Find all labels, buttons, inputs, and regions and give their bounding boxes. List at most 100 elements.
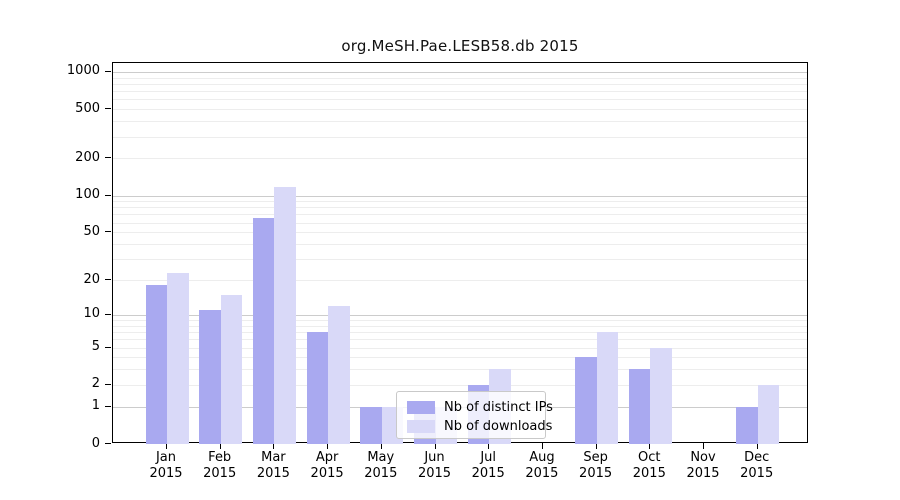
y-tick-mark [105,279,111,280]
x-tick-label-jun: Jun 2015 [405,450,465,482]
legend-label-downloads: Nb of downloads [444,419,553,434]
x-tick-label-mar: Mar 2015 [243,450,303,482]
gridline-minor [113,320,807,321]
bar-downloads-oct [650,347,672,444]
x-tick-label-jan: Jan 2015 [136,450,196,482]
gridline-minor [113,136,807,138]
bar-distinct-ips-apr [306,332,329,444]
y-tick-label: 1 [91,398,100,414]
gridline-minor [113,232,807,234]
bar-downloads-sep [596,332,619,444]
legend-label-distinct-ips: Nb of distinct IPs [444,400,553,415]
x-tick-label-jul: Jul 2015 [458,450,518,482]
bar-distinct-ips-jan [145,285,167,444]
gridline-minor [113,109,807,111]
x-tick-mark [703,443,704,449]
x-tick-year: 2015 [256,466,290,481]
bar-distinct-ips-oct [628,369,651,444]
x-tick-year: 2015 [471,466,505,481]
bar-distinct-ips-dec [736,406,758,444]
x-tick-year: 2015 [310,466,344,481]
gridline-major [113,314,807,316]
bar-downloads-apr [328,305,350,444]
gridline-minor [113,207,807,209]
x-tick-mark [219,443,221,449]
x-tick-label-aug: Aug 2015 [512,450,572,482]
bar-downloads-dec [757,384,780,444]
gridline-minor [113,325,807,327]
gridline-minor [113,280,807,281]
x-tick-mark [166,443,167,449]
gridline-minor [113,347,807,349]
gridline-major [113,71,807,73]
x-tick-mark [541,443,543,449]
legend: Nb of distinct IPs Nb of downloads [396,391,553,439]
bar-downloads-jan [167,272,189,444]
gridline-minor [113,83,807,85]
x-tick-label-nov: Nov 2015 [673,450,733,482]
x-tick-label-may: May 2015 [351,450,411,482]
plot-area: Nb of distinct IPs Nb of downloads [112,62,808,444]
y-tick-label: 10 [83,306,100,322]
x-tick-year: 2015 [740,466,774,481]
x-tick-label-dec: Dec 2015 [727,450,787,482]
bar-distinct-ips-mar [252,218,275,444]
y-tick-label: 500 [75,100,100,116]
y-tick-mark [105,443,111,444]
y-tick-label: 100 [75,187,100,202]
chart-title: org.MeSH.Pae.LESB58.db 2015 [341,37,579,55]
bar-downloads-feb [220,294,243,444]
x-tick-label-oct: Oct 2015 [619,450,679,482]
y-tick-mark [105,346,111,348]
x-tick-mark [273,443,275,449]
bar-distinct-ips-may [360,406,382,444]
y-tick-mark [105,383,111,385]
x-tick-year: 2015 [686,466,720,481]
y-tick-mark [105,405,111,407]
gridline-minor [113,384,807,386]
gridline-major [113,195,807,197]
gridline-minor [113,339,807,341]
y-tick-label: 0 [91,435,100,451]
x-tick-mark [756,443,758,449]
y-tick-label: 200 [75,149,100,165]
y-tick-mark [105,313,111,315]
y-tick-mark [105,231,111,233]
y-tick-label: 50 [83,223,100,239]
gridline-minor [113,121,807,123]
x-tick-mark [595,443,597,449]
x-tick-mark [434,443,436,449]
gridline-minor [113,99,807,101]
x-tick-year: 2015 [149,466,183,481]
x-tick-mark [327,443,329,449]
y-tick-mark [105,70,111,72]
x-tick-mark [649,443,651,449]
x-tick-mark [380,443,382,449]
bar-distinct-ips-feb [199,310,221,444]
y-tick-label: 1000 [66,63,100,79]
x-tick-year: 2015 [203,466,237,481]
y-tick-mark [105,157,111,159]
y-tick-label: 20 [83,271,100,287]
x-tick-year: 2015 [417,466,452,481]
bar-downloads-mar [274,187,296,444]
x-tick-label-apr: Apr 2015 [297,450,357,482]
gridline-minor [113,259,807,261]
legend-row-downloads: Nb of downloads [407,417,552,436]
y-tick-mark [105,194,111,196]
x-tick-label-sep: Sep 2015 [566,450,626,482]
gridline-minor [113,369,807,371]
gridline-minor [113,91,807,93]
gridline-minor [113,244,807,245]
gridline-minor [113,201,807,203]
x-tick-year: 2015 [579,466,613,481]
y-tick-mark [105,108,111,110]
gridline-minor [113,332,807,333]
gridline-minor [113,77,807,79]
gridline-minor [113,214,807,216]
legend-row-distinct-ips: Nb of distinct IPs [407,398,553,417]
x-tick-year: 2015 [525,466,559,481]
legend-swatch-distinct-ips-icon [407,401,435,414]
x-tick-mark [488,443,490,449]
